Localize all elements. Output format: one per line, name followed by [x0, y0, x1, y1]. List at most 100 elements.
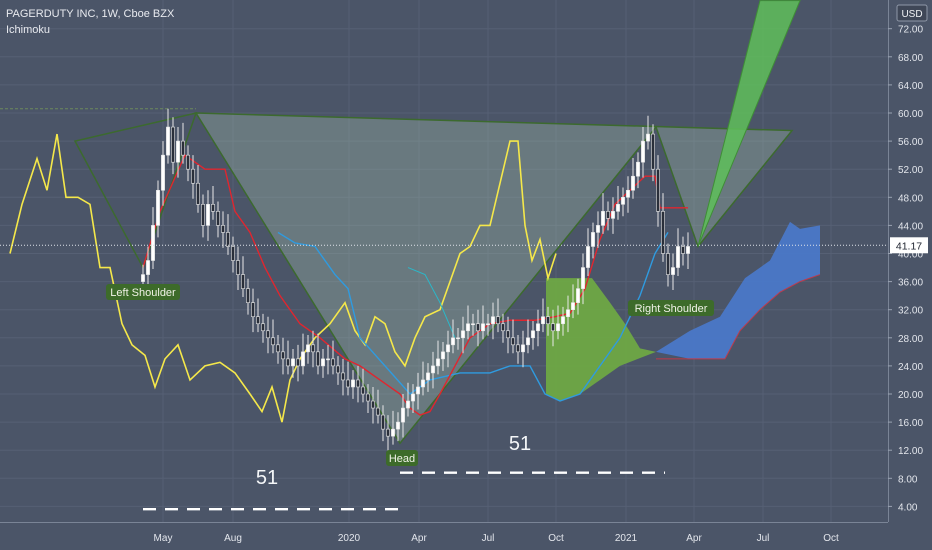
senkou-b-line — [656, 274, 821, 360]
candle — [446, 330, 450, 368]
candle-body-down — [231, 246, 235, 261]
candle-body-down — [286, 358, 290, 367]
candle — [506, 316, 510, 354]
right-shoulder-label: Right Shoulder — [635, 303, 708, 315]
candle-body-down — [496, 316, 500, 325]
candle-body-down — [546, 316, 550, 325]
left-shoulder-label-bg — [106, 284, 180, 300]
cloud-bear-segment — [656, 221, 820, 359]
y-tick-label: 4.00 — [898, 502, 918, 513]
head-label-bg — [386, 450, 418, 466]
candle-body-up — [146, 260, 150, 275]
candle — [321, 349, 325, 378]
candle-body-up — [471, 323, 475, 326]
candle — [541, 298, 545, 333]
candle-body-up — [641, 140, 645, 163]
candle-body-up — [486, 323, 490, 326]
candle — [226, 214, 230, 255]
candle-body-down — [241, 274, 245, 289]
candle — [596, 211, 600, 248]
kijun-sen-segment — [407, 267, 456, 338]
candle-body-down — [276, 344, 280, 353]
candle-body-up — [451, 337, 455, 346]
candle-body-down — [681, 246, 685, 254]
y-tick-label: 32.00 — [898, 306, 923, 317]
candle-body-down — [251, 302, 255, 318]
candle — [611, 197, 615, 234]
candle-body-down — [366, 393, 370, 402]
candle-body-up — [151, 225, 155, 261]
candle — [646, 115, 650, 150]
candle — [171, 117, 175, 175]
candle — [631, 157, 635, 199]
y-tick-label: 40.00 — [898, 250, 923, 261]
candle-body-up — [621, 197, 625, 205]
candle — [551, 309, 555, 347]
candle-body-up — [671, 267, 675, 275]
candle-body-down — [376, 407, 380, 416]
x-tick-label: Oct — [548, 533, 564, 544]
candle — [511, 319, 515, 354]
candle — [466, 305, 470, 340]
candle — [431, 351, 435, 389]
candle-body-down — [356, 379, 360, 388]
candle-body-down — [316, 351, 320, 367]
candle — [666, 243, 670, 287]
candle — [661, 193, 665, 262]
candle-body-up — [611, 211, 615, 219]
candle-body-up — [396, 421, 400, 430]
candle-body-down — [201, 204, 205, 226]
candle — [416, 372, 420, 410]
candle — [326, 344, 330, 375]
candle — [211, 186, 215, 220]
candle-body-down — [236, 260, 240, 275]
candle — [536, 309, 540, 347]
currency-label: USD — [901, 9, 922, 20]
candle-body-down — [361, 386, 365, 395]
candle — [206, 190, 210, 241]
candle — [486, 313, 490, 336]
candle-body-up — [531, 330, 535, 339]
candle — [471, 313, 475, 336]
candle — [681, 236, 685, 266]
candle-body-down — [341, 372, 345, 381]
candle-body-up — [411, 393, 415, 402]
candle — [351, 370, 355, 399]
candle-body-down — [551, 323, 555, 332]
candle — [496, 298, 500, 333]
x-tick-label: May — [154, 533, 173, 544]
x-tick-label: Aug — [224, 533, 242, 544]
candle — [231, 236, 235, 273]
head-label: Head — [389, 453, 415, 465]
candle — [306, 334, 310, 364]
candle-body-up — [541, 316, 545, 325]
candle-body-down — [381, 414, 385, 430]
candle-body-up — [416, 386, 420, 395]
count-left: 51 — [256, 467, 278, 489]
candle-body-up — [686, 246, 690, 254]
candle-body-down — [336, 365, 340, 374]
candle — [221, 211, 225, 248]
x-tick-label: Apr — [686, 533, 702, 544]
chikou-span — [9, 133, 557, 423]
candle — [516, 334, 520, 364]
candle-body-down — [501, 323, 505, 332]
candle — [151, 207, 155, 269]
y-tick-label: 68.00 — [898, 53, 923, 64]
candle — [671, 253, 675, 291]
candle-body-down — [266, 330, 270, 339]
candle-body-up — [626, 189, 630, 198]
candle — [581, 253, 585, 305]
indicator-label[interactable]: Ichimoku — [6, 24, 51, 36]
candle-body-up — [141, 274, 145, 282]
candle — [301, 333, 305, 375]
candle-body-down — [331, 358, 335, 367]
y-tick-label: 28.00 — [898, 334, 923, 345]
candle — [316, 333, 320, 375]
candle — [361, 368, 365, 403]
candle — [276, 334, 280, 364]
y-tick-label: 72.00 — [898, 25, 923, 36]
candle-body-down — [281, 351, 285, 360]
candle — [481, 305, 485, 340]
